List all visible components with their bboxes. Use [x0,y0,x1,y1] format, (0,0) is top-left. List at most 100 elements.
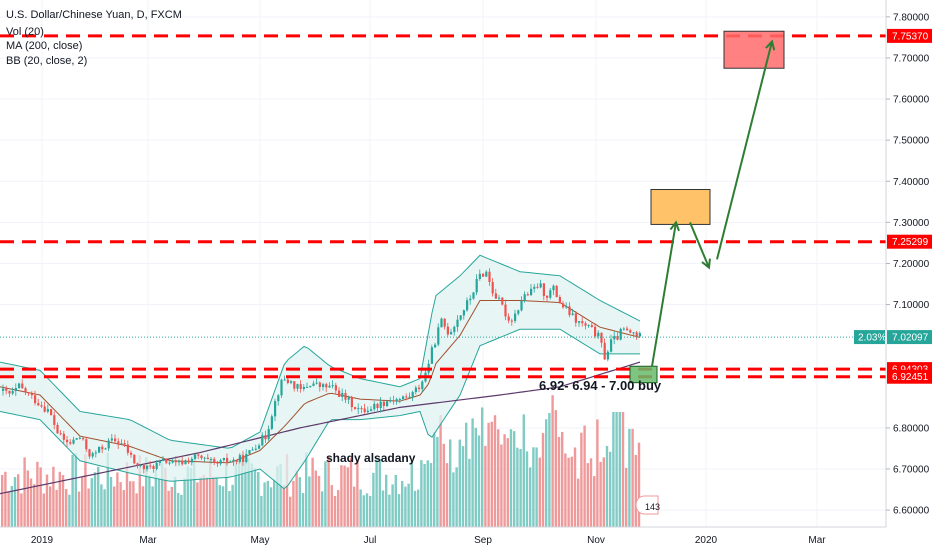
candle-body [21,383,24,389]
candle-body [466,300,469,311]
candle-body [66,439,69,443]
volume-bar [260,495,263,527]
target-zones[interactable] [629,30,785,384]
candle-body [523,294,526,301]
volume-bar [503,434,506,527]
volume-bar [439,415,442,527]
candle-body [133,454,136,464]
arrow-head [669,220,680,232]
projection-arrow[interactable] [716,41,773,260]
zone-buy[interactable] [629,365,658,384]
volume-badge[interactable]: 143 [635,495,660,515]
candle-body [318,382,321,387]
level-price-label: 7.25299 [892,237,929,248]
candle-body [101,446,104,450]
candle-body [514,313,517,321]
volume-bar [36,461,39,527]
arrow-head [765,39,776,51]
candle-body [472,292,475,299]
volume-bar [289,496,292,527]
candle-body [88,449,91,457]
volume-bar [215,477,218,527]
volume-bar [173,476,177,527]
candle-body [251,449,254,451]
volume-bar [589,458,593,527]
volume-bar [87,488,90,527]
volume-bar [362,495,365,527]
price-tick-label: 7.60000 [893,95,930,106]
volume-bar [33,484,36,527]
price-axis[interactable]: 7.80000 7.70000 7.60000 7.50000 7.40000 7.300… [886,12,930,517]
volume-bar [493,415,497,527]
candle-body [203,457,206,459]
candle-body [85,439,88,450]
volume-bar [13,477,17,527]
candle-body [197,454,200,456]
volume-bar [378,459,381,527]
bb-fill [0,255,640,489]
volume-bar [337,490,340,527]
volume-bar [10,486,13,527]
volume-bar [237,458,241,527]
candle-body [226,457,229,463]
candle-body [46,409,49,412]
legend-bb[interactable]: BB (20, close, 2) [6,55,87,67]
candle-body [104,448,107,450]
volume-bar [84,453,87,527]
candle-body [299,384,302,389]
candle-body [5,388,8,391]
time-axis[interactable]: 2019 Mar May Jul Sep Nov 2020 Mar [31,535,826,546]
volume-bar [23,457,26,527]
candle-body [402,396,405,400]
candle-body [373,403,376,410]
candle-body [302,387,305,389]
volume-bar [426,460,429,527]
zone-target1[interactable] [650,188,711,225]
legend-volume[interactable]: Vol (20) [6,26,44,38]
volume-bar [295,470,298,527]
volume-bar [404,486,407,527]
volume-bar [490,421,493,527]
candle-body [306,386,309,388]
legend-ma[interactable]: MA (200, close) [6,40,82,52]
volume-bar [132,481,135,527]
volume-bar [164,467,167,527]
candle-body [622,328,625,330]
candle-body [568,306,571,315]
candle-body [344,392,347,400]
candle-body [565,306,568,308]
candle-body [357,408,360,410]
projection-arrow[interactable] [689,221,710,268]
volume-bar [580,432,583,527]
volume-bar [279,463,282,527]
candle-body [274,401,277,417]
volume-bar [452,472,455,527]
volume-bar [324,461,327,527]
candle-body [165,459,168,463]
candle-body [126,444,129,453]
projection-arrow[interactable] [651,222,677,367]
volume-bar [257,472,260,527]
volume-bar [52,466,55,527]
volume-bar [93,472,97,527]
candle-body [370,409,373,411]
volume-bar [26,470,29,527]
candle-body [363,408,366,413]
volume-bar [221,486,225,527]
author-annotation[interactable]: shady alsadany [326,451,416,465]
volume-bar [103,489,106,527]
legend-symbol[interactable]: U.S. Dollar/Chinese Yuan, D, FXCM [6,9,182,21]
buy-annotation[interactable]: 6.92- 6.94 - 7.00 buy [539,378,662,393]
candle-body [206,457,209,460]
volume-bar [369,496,372,527]
candle-body [446,326,449,335]
level-price-label: 6.92451 [892,372,929,383]
volume-bar [548,413,551,527]
volume-bar [410,461,413,527]
volume-bar [381,490,385,527]
projection-arrows[interactable] [651,39,776,367]
volume-bar [561,431,564,527]
candle-body [606,351,609,360]
